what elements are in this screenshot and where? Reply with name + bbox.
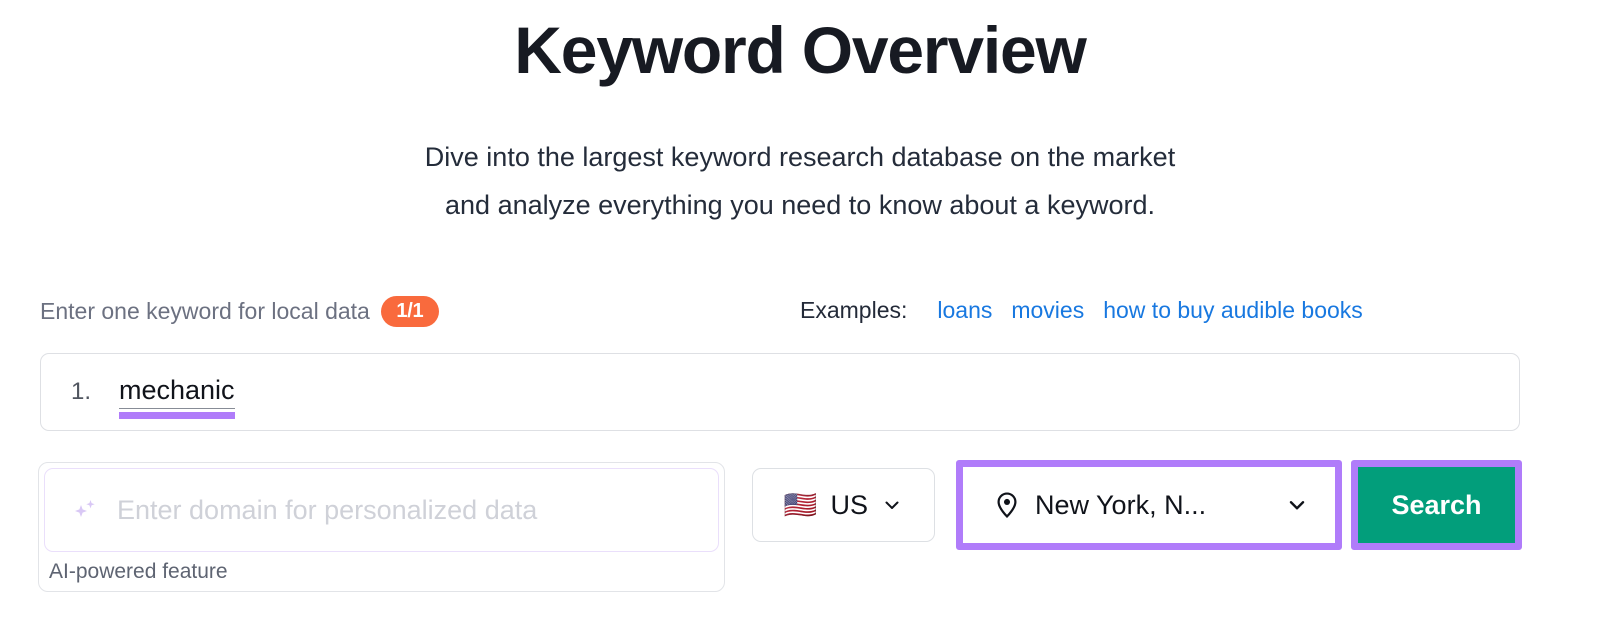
sparkle-icon [75, 500, 95, 517]
ai-powered-feature-caption: AI-powered feature [49, 560, 228, 583]
example-link-movies[interactable]: movies [1011, 297, 1085, 323]
keyword-row-index: 1. [71, 378, 92, 405]
keyword-input-field[interactable]: 1. mechanic [40, 353, 1520, 431]
us-flag-icon: 🇺🇸 [783, 489, 818, 520]
location-pin-icon [997, 492, 1017, 518]
keyword-label-row: Enter one keyword for local data 1/1 [40, 296, 439, 327]
keyword-input-label: Enter one keyword for local data [40, 298, 370, 324]
domain-input-container: Enter domain for personalized data AI-po… [38, 462, 725, 592]
search-button-annotation: Search [1351, 460, 1522, 550]
examples-row: Examples: loans movies how to buy audibl… [800, 297, 1363, 324]
chevron-down-icon [1289, 501, 1305, 510]
page-subtitle: Dive into the largest keyword research d… [0, 133, 1600, 229]
keyword-highlight-underline [119, 412, 235, 419]
location-select[interactable]: New York, N... [963, 467, 1335, 543]
country-select[interactable]: 🇺🇸 US [752, 468, 935, 542]
page-subtitle-line-1: Dive into the largest keyword research d… [424, 142, 1176, 172]
domain-input-field[interactable]: Enter domain for personalized data [44, 468, 719, 552]
page-subtitle-line-2: and analyze everything you need to know … [445, 190, 1155, 221]
country-select-value: US [830, 489, 869, 520]
keyword-value-wrapper: mechanic [119, 375, 235, 419]
keyword-input-value[interactable]: mechanic [119, 375, 235, 409]
location-select-value: New York, N... [1035, 489, 1207, 520]
examples-label: Examples: [800, 297, 908, 323]
page-title: Keyword Overview [514, 13, 1087, 87]
domain-input-placeholder: Enter domain for personalized data [117, 494, 538, 525]
example-link-how-to-buy-audible-books[interactable]: how to buy audible books [1103, 297, 1363, 323]
keyword-count-badge: 1/1 [380, 296, 439, 327]
chevron-down-icon [885, 501, 899, 509]
example-link-loans[interactable]: loans [937, 297, 993, 323]
search-button[interactable]: Search [1358, 467, 1515, 543]
location-select-annotation: New York, N... [956, 460, 1342, 550]
